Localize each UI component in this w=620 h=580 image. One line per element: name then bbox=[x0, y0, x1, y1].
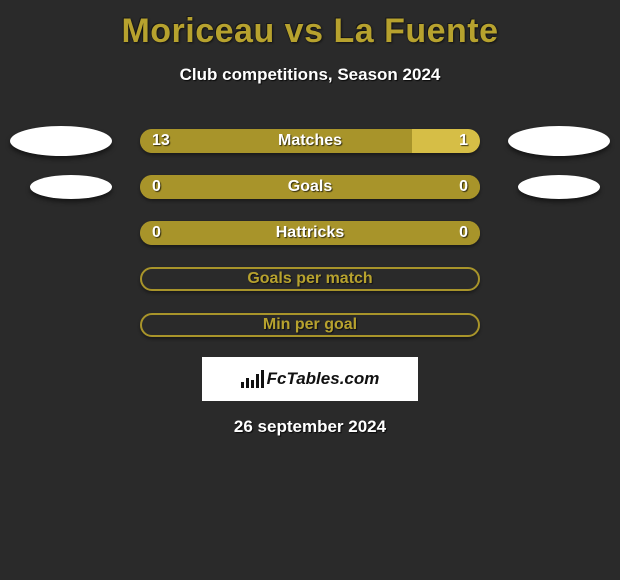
stat-bar: 13 Matches 1 bbox=[140, 129, 480, 153]
stat-bar: 0 Goals 0 bbox=[140, 175, 480, 199]
page-title: Moriceau vs La Fuente bbox=[121, 12, 498, 51]
stat-bar: Min per goal bbox=[140, 313, 480, 337]
stat-label: Hattricks bbox=[276, 224, 344, 242]
bar-fill-left bbox=[140, 129, 412, 153]
comparison-card: Moriceau vs La Fuente Club competitions,… bbox=[0, 0, 620, 437]
stat-value-left: 13 bbox=[152, 132, 170, 150]
stat-row-min-per-goal: Min per goal bbox=[0, 313, 620, 337]
stat-label: Matches bbox=[278, 132, 342, 150]
stat-value-right: 0 bbox=[459, 224, 468, 242]
bar-chart-icon bbox=[241, 370, 263, 388]
stat-row-goals-per-match: Goals per match bbox=[0, 267, 620, 291]
stat-label: Min per goal bbox=[263, 316, 357, 334]
stat-label: Goals per match bbox=[247, 270, 372, 288]
stat-value-left: 0 bbox=[152, 224, 161, 242]
stat-value-right: 0 bbox=[459, 178, 468, 196]
stat-rows: 13 Matches 1 0 Goals 0 0 Ha bbox=[0, 129, 620, 337]
stat-bar: Goals per match bbox=[140, 267, 480, 291]
player-disc-left bbox=[30, 175, 112, 199]
player-disc-right bbox=[518, 175, 600, 199]
bar-fill-right bbox=[412, 129, 480, 153]
stat-row-matches: 13 Matches 1 bbox=[0, 129, 620, 153]
stat-label: Goals bbox=[288, 178, 332, 196]
player-disc-right bbox=[508, 126, 610, 156]
stat-row-hattricks: 0 Hattricks 0 bbox=[0, 221, 620, 245]
stat-value-left: 0 bbox=[152, 178, 161, 196]
stat-row-goals: 0 Goals 0 bbox=[0, 175, 620, 199]
stat-bar: 0 Hattricks 0 bbox=[140, 221, 480, 245]
brand-text: FcTables.com bbox=[267, 369, 380, 389]
player-disc-left bbox=[10, 126, 112, 156]
date-label: 26 september 2024 bbox=[234, 417, 386, 437]
stat-value-right: 1 bbox=[459, 132, 468, 150]
subtitle: Club competitions, Season 2024 bbox=[180, 65, 441, 85]
branding-badge: FcTables.com bbox=[202, 357, 418, 401]
